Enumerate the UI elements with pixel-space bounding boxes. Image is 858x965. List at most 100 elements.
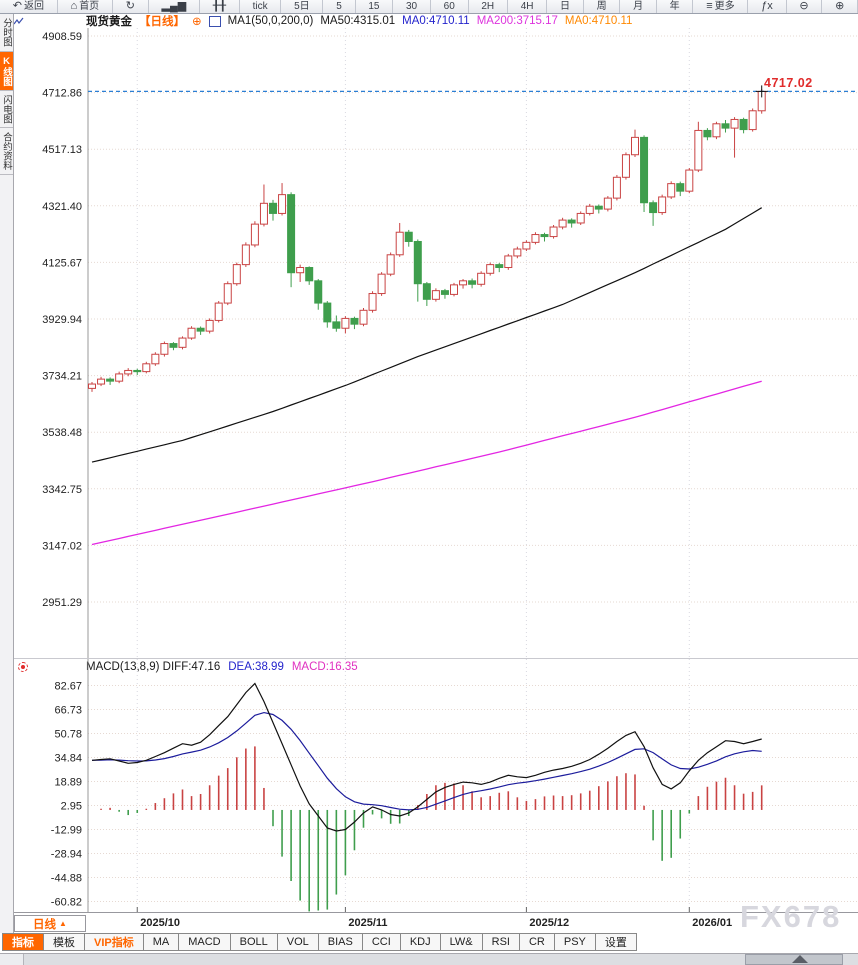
home-button[interactable]: ⌂ 首页 xyxy=(57,0,113,13)
chart-type-icon xyxy=(14,15,221,27)
indicator-tab-cr[interactable]: CR xyxy=(519,933,555,951)
indicator-tab-settings[interactable]: 设置 xyxy=(595,933,637,951)
x-axis-row: 日线 ▲ 2025/10 2025/11 2025/12 2026/01 xyxy=(14,912,858,933)
header-text: MA50:4315.01 xyxy=(320,15,396,27)
indicator-tab-kdj[interactable]: KDJ xyxy=(400,933,441,951)
header-text: DEA:38.99 xyxy=(228,661,284,673)
header-text: 【日线】 xyxy=(139,16,185,28)
bottom-toolbar: 指标 模板 VIP指标 MA MACD BOLL VOL BIAS CCI KDJ LW& RSI CR… xyxy=(0,933,858,953)
period-60-button[interactable]: 60 xyxy=(430,0,469,13)
svg-text:3342.75: 3342.75 xyxy=(42,484,82,496)
home-icon: ⌂ xyxy=(70,0,78,12)
period-week-button[interactable]: 周 xyxy=(583,0,621,13)
svg-text:34.84: 34.84 xyxy=(54,753,82,765)
period-week-label: 周 xyxy=(596,1,607,12)
period-30-button[interactable]: 30 xyxy=(393,0,431,13)
svg-text:2.95: 2.95 xyxy=(61,801,82,813)
indicator-tab-indicator[interactable]: 指标 xyxy=(2,933,44,951)
period-15-button[interactable]: 15 xyxy=(355,0,394,13)
scrollbar-corner xyxy=(0,954,24,965)
svg-text:3147.02: 3147.02 xyxy=(42,540,82,552)
bar-chart-icon: ▂▄▆ xyxy=(161,0,187,12)
sidebar-tab-lightning-chart[interactable]: 闪电图 xyxy=(0,90,13,128)
last-price-label: 4717.02 xyxy=(764,76,813,90)
period-day-label: 日 xyxy=(560,1,571,12)
more-label: 更多 xyxy=(714,1,735,12)
svg-text:2951.29: 2951.29 xyxy=(42,597,82,609)
svg-text:50.78: 50.78 xyxy=(54,729,82,741)
main-chart-canvas[interactable]: 4908.59 4712.86 4517.13 4321.40 4125.67 3929.… xyxy=(14,28,858,658)
sidebar-tab-kline-chart[interactable]: K线图 xyxy=(0,51,13,91)
svg-text:4125.67: 4125.67 xyxy=(42,257,82,269)
svg-text:-28.94: -28.94 xyxy=(51,849,82,861)
zoom-in-button[interactable]: ⊕ xyxy=(822,0,858,13)
x-axis-label: 2026/01 xyxy=(692,917,733,929)
period-30-label: 30 xyxy=(406,1,418,12)
sidebar-tab-time-share-chart[interactable]: 分时图 xyxy=(0,14,13,52)
period-2h-label: 2H xyxy=(481,1,495,12)
indicator-tab-macd[interactable]: MACD xyxy=(179,933,231,951)
bar-chart-button[interactable]: ▂▄▆ xyxy=(148,0,200,13)
header-text: MACD:16.35 xyxy=(291,661,358,673)
header-text: MA200:3715.17 xyxy=(476,15,558,27)
refresh-button[interactable]: ↻ xyxy=(112,0,149,13)
tick-period-button[interactable]: tick xyxy=(239,0,282,13)
period-day-button[interactable]: 日 xyxy=(547,0,584,13)
back-icon: ↶ xyxy=(12,0,22,12)
svg-text:66.73: 66.73 xyxy=(54,704,82,716)
indicator-settings-icon[interactable] xyxy=(18,662,28,672)
indicator-tab-boll[interactable]: BOLL xyxy=(230,933,278,951)
period-5-label: 5 xyxy=(336,1,342,12)
candle-chart-button[interactable]: ╂╂ xyxy=(200,0,240,13)
period-2h-button[interactable]: 2H xyxy=(468,0,508,13)
macd-chart-canvas[interactable]: 82.67 66.73 50.78 34.84 18.89 2.95 -12.99 -28.9… xyxy=(14,658,858,912)
indicator-tab-vol[interactable]: VOL xyxy=(277,933,319,951)
formula-icon: ƒx xyxy=(761,0,773,12)
period-year-button[interactable]: 年 xyxy=(656,0,694,13)
scroll-up-icon[interactable] xyxy=(792,955,808,963)
scrollbar-track[interactable] xyxy=(0,953,858,965)
svg-text:3734.21: 3734.21 xyxy=(42,371,82,383)
formula-button[interactable]: ƒx xyxy=(748,0,787,13)
period-5-button[interactable]: 5 xyxy=(323,0,356,13)
sidebar-tab-contract-info[interactable]: 合约资料 xyxy=(0,128,13,175)
indicator-tab-bias[interactable]: BIAS xyxy=(318,933,363,951)
back-button[interactable]: ↶ 返回 xyxy=(0,0,58,13)
more-icon: ≡ xyxy=(706,0,713,12)
period-tab-daily[interactable]: 日线 ▲ xyxy=(14,915,86,932)
period-month-label: 月 xyxy=(633,1,644,12)
chart-area: 现货黄金 【日线】 ⊕ MA1(50,0,200,0) MA50:4315.01 MA0:… xyxy=(14,14,858,933)
circle-plus-icon: ⊕ xyxy=(192,16,202,28)
indicator-tab-cci[interactable]: CCI xyxy=(362,933,401,951)
svg-text:18.89: 18.89 xyxy=(54,777,82,789)
top-toolbar: ↶ 返回 ⌂ 首页 ↻ ▂▄▆ ╂╂ tick 5日 5 15 30 60 2H 4H 日周月年 ≡ 更多 ƒx ⊖ ⊕ xyxy=(0,0,858,14)
period-month-button[interactable]: 月 xyxy=(620,0,657,13)
tick-period-label: tick xyxy=(252,1,268,12)
period-5d-button[interactable]: 5日 xyxy=(281,0,324,13)
svg-text:4712.86: 4712.86 xyxy=(42,88,82,100)
home-label: 首页 xyxy=(79,1,100,12)
header-text: MA0:4710.11 xyxy=(402,15,470,27)
zoom-out-button[interactable]: ⊖ xyxy=(786,0,823,13)
triangle-up-icon: ▲ xyxy=(59,919,67,928)
more-button[interactable]: ≡ 更多 xyxy=(693,0,749,13)
indicator-tab-psy[interactable]: PSY xyxy=(554,933,596,951)
indicator-tab-rsi[interactable]: RSI xyxy=(482,933,520,951)
indicator-tab-ma[interactable]: MA xyxy=(143,933,180,951)
x-axis-label: 2025/11 xyxy=(348,917,388,929)
sidebar: 分时图 K线图 闪电图 合约资料 xyxy=(0,14,14,933)
svg-text:4908.59: 4908.59 xyxy=(42,31,82,43)
period-60-label: 60 xyxy=(443,1,455,12)
zoom-out-icon: ⊖ xyxy=(799,0,809,12)
indicator-tab-template[interactable]: 模板 xyxy=(44,933,85,951)
period-4h-button[interactable]: 4H xyxy=(507,0,548,13)
svg-text:4321.40: 4321.40 xyxy=(42,201,82,213)
period-5d-label: 5日 xyxy=(294,1,310,12)
indicator-tab-vip-indicator[interactable]: VIP指标 xyxy=(85,933,144,951)
zoom-in-icon: ⊕ xyxy=(835,0,845,12)
refresh-icon: ↻ xyxy=(125,0,135,12)
watermark: FX678 xyxy=(740,899,842,934)
indicator-tab-lwr[interactable]: LW& xyxy=(440,933,483,951)
period-4h-label: 4H xyxy=(520,1,534,12)
svg-text:-44.88: -44.88 xyxy=(51,873,82,885)
